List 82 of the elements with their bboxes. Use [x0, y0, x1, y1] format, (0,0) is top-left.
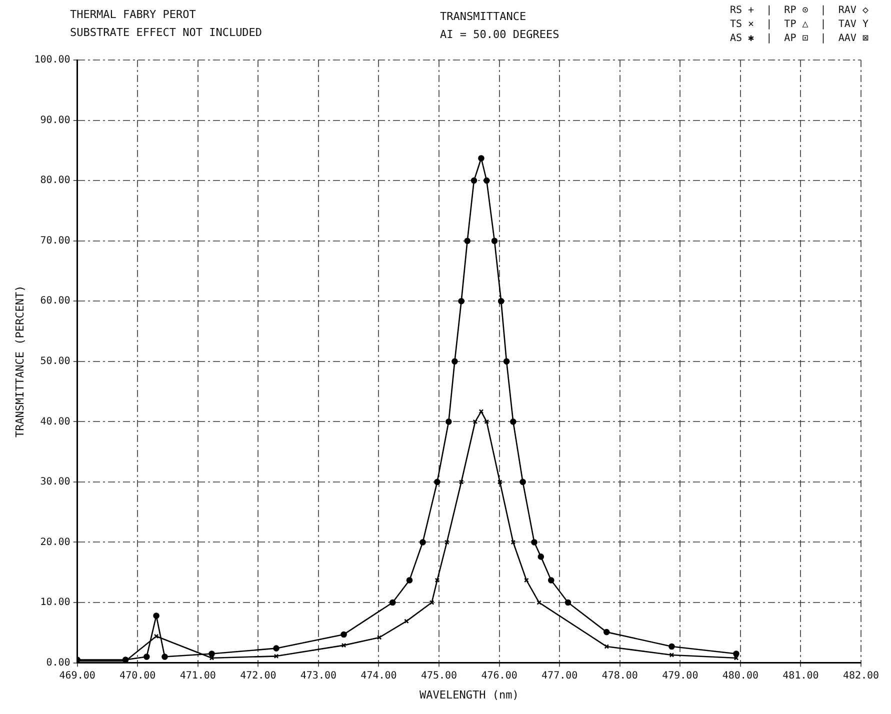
x-tick-label: 474.00: [360, 670, 397, 682]
point: [154, 634, 159, 639]
point: [472, 419, 478, 424]
point: [604, 644, 610, 649]
point: [144, 654, 150, 660]
point: [603, 628, 610, 636]
y-tick-label: 60.00: [40, 296, 70, 307]
point: [434, 578, 440, 583]
y-tick-label: 0.00: [46, 657, 70, 668]
point: [669, 652, 674, 658]
x-tick-label: 470.00: [120, 670, 156, 682]
point: [464, 238, 471, 244]
point: [274, 654, 279, 659]
x-axis-title: WAVELENGTH (nm): [419, 688, 519, 702]
point: [510, 540, 516, 545]
point: [733, 650, 740, 657]
point: [376, 635, 382, 640]
point: [564, 599, 572, 606]
x-tick-label: 478.00: [602, 670, 638, 682]
x-tick-label: 476.00: [481, 670, 518, 682]
x-tick-label: 480.00: [722, 670, 758, 682]
point: [273, 645, 280, 652]
y-tick-label: 10.00: [40, 597, 70, 608]
point: [470, 177, 478, 184]
point: [452, 358, 458, 365]
y-tick-label: 100.00: [34, 54, 70, 66]
point: [524, 578, 529, 583]
x-tick-label: 472.00: [240, 670, 276, 682]
point: [503, 358, 510, 365]
x-tick-label: 477.00: [542, 670, 578, 682]
point: [483, 177, 490, 184]
point: [458, 480, 464, 484]
y-axis-title: TRANSMITTANCE (PERCENT): [13, 285, 26, 438]
point: [668, 643, 675, 650]
point: [404, 618, 409, 624]
text: AI = 50.00 DEGREES: [440, 27, 560, 43]
point: [434, 478, 440, 486]
point: [520, 478, 526, 486]
point: [548, 577, 554, 584]
x-tick-label: 469.00: [59, 670, 96, 682]
y-tick-label: 80.00: [40, 175, 70, 186]
chart-title: THERMAL FABRY PEROT: [70, 8, 196, 21]
point: [478, 409, 484, 414]
point: [478, 155, 484, 162]
point: [491, 238, 498, 244]
text: RS + | RP ⊙ | RAV ◇: [730, 4, 868, 18]
point: [497, 480, 502, 484]
y-tick-label: 30.00: [40, 476, 70, 488]
x-tick-label: 479.00: [662, 670, 698, 682]
x-tick-label: 482.00: [842, 670, 880, 682]
text: AS ✱ | AP ⊡ | AAV ⊠: [730, 32, 868, 46]
point: [446, 418, 452, 425]
x-tick-label: 475.00: [420, 670, 458, 682]
y-tick-label: 50.00: [40, 356, 70, 367]
x-tick-label: 471.00: [180, 670, 216, 682]
point: [536, 600, 542, 605]
text: TRANSMITTANCE: [440, 9, 528, 25]
x-tick-label: 481.00: [782, 670, 819, 682]
point: [406, 577, 413, 584]
point: [208, 650, 215, 657]
point: [162, 654, 168, 660]
y-tick-label: 40.00: [40, 416, 70, 428]
text: TS × | TP △ | TAV Y: [730, 18, 868, 32]
point: [340, 631, 347, 638]
point: [429, 600, 434, 605]
y-tick-label: 20.00: [40, 536, 70, 548]
point: [153, 612, 160, 619]
y-tick-label: 70.00: [40, 235, 70, 246]
point: [458, 298, 464, 304]
point: [484, 419, 490, 424]
point: [498, 298, 504, 304]
point: [389, 599, 396, 606]
point: [510, 418, 516, 425]
point: [341, 642, 346, 648]
point: [420, 539, 426, 546]
point: [531, 539, 538, 546]
point: [209, 656, 214, 660]
point: [444, 540, 450, 545]
chart-subtitle: SUBSTRATE EFFECT NOT INCLUDED: [70, 26, 262, 39]
point: [538, 554, 544, 560]
y-tick-label: 90.00: [40, 114, 70, 126]
x-tick-label: 473.00: [300, 670, 337, 682]
